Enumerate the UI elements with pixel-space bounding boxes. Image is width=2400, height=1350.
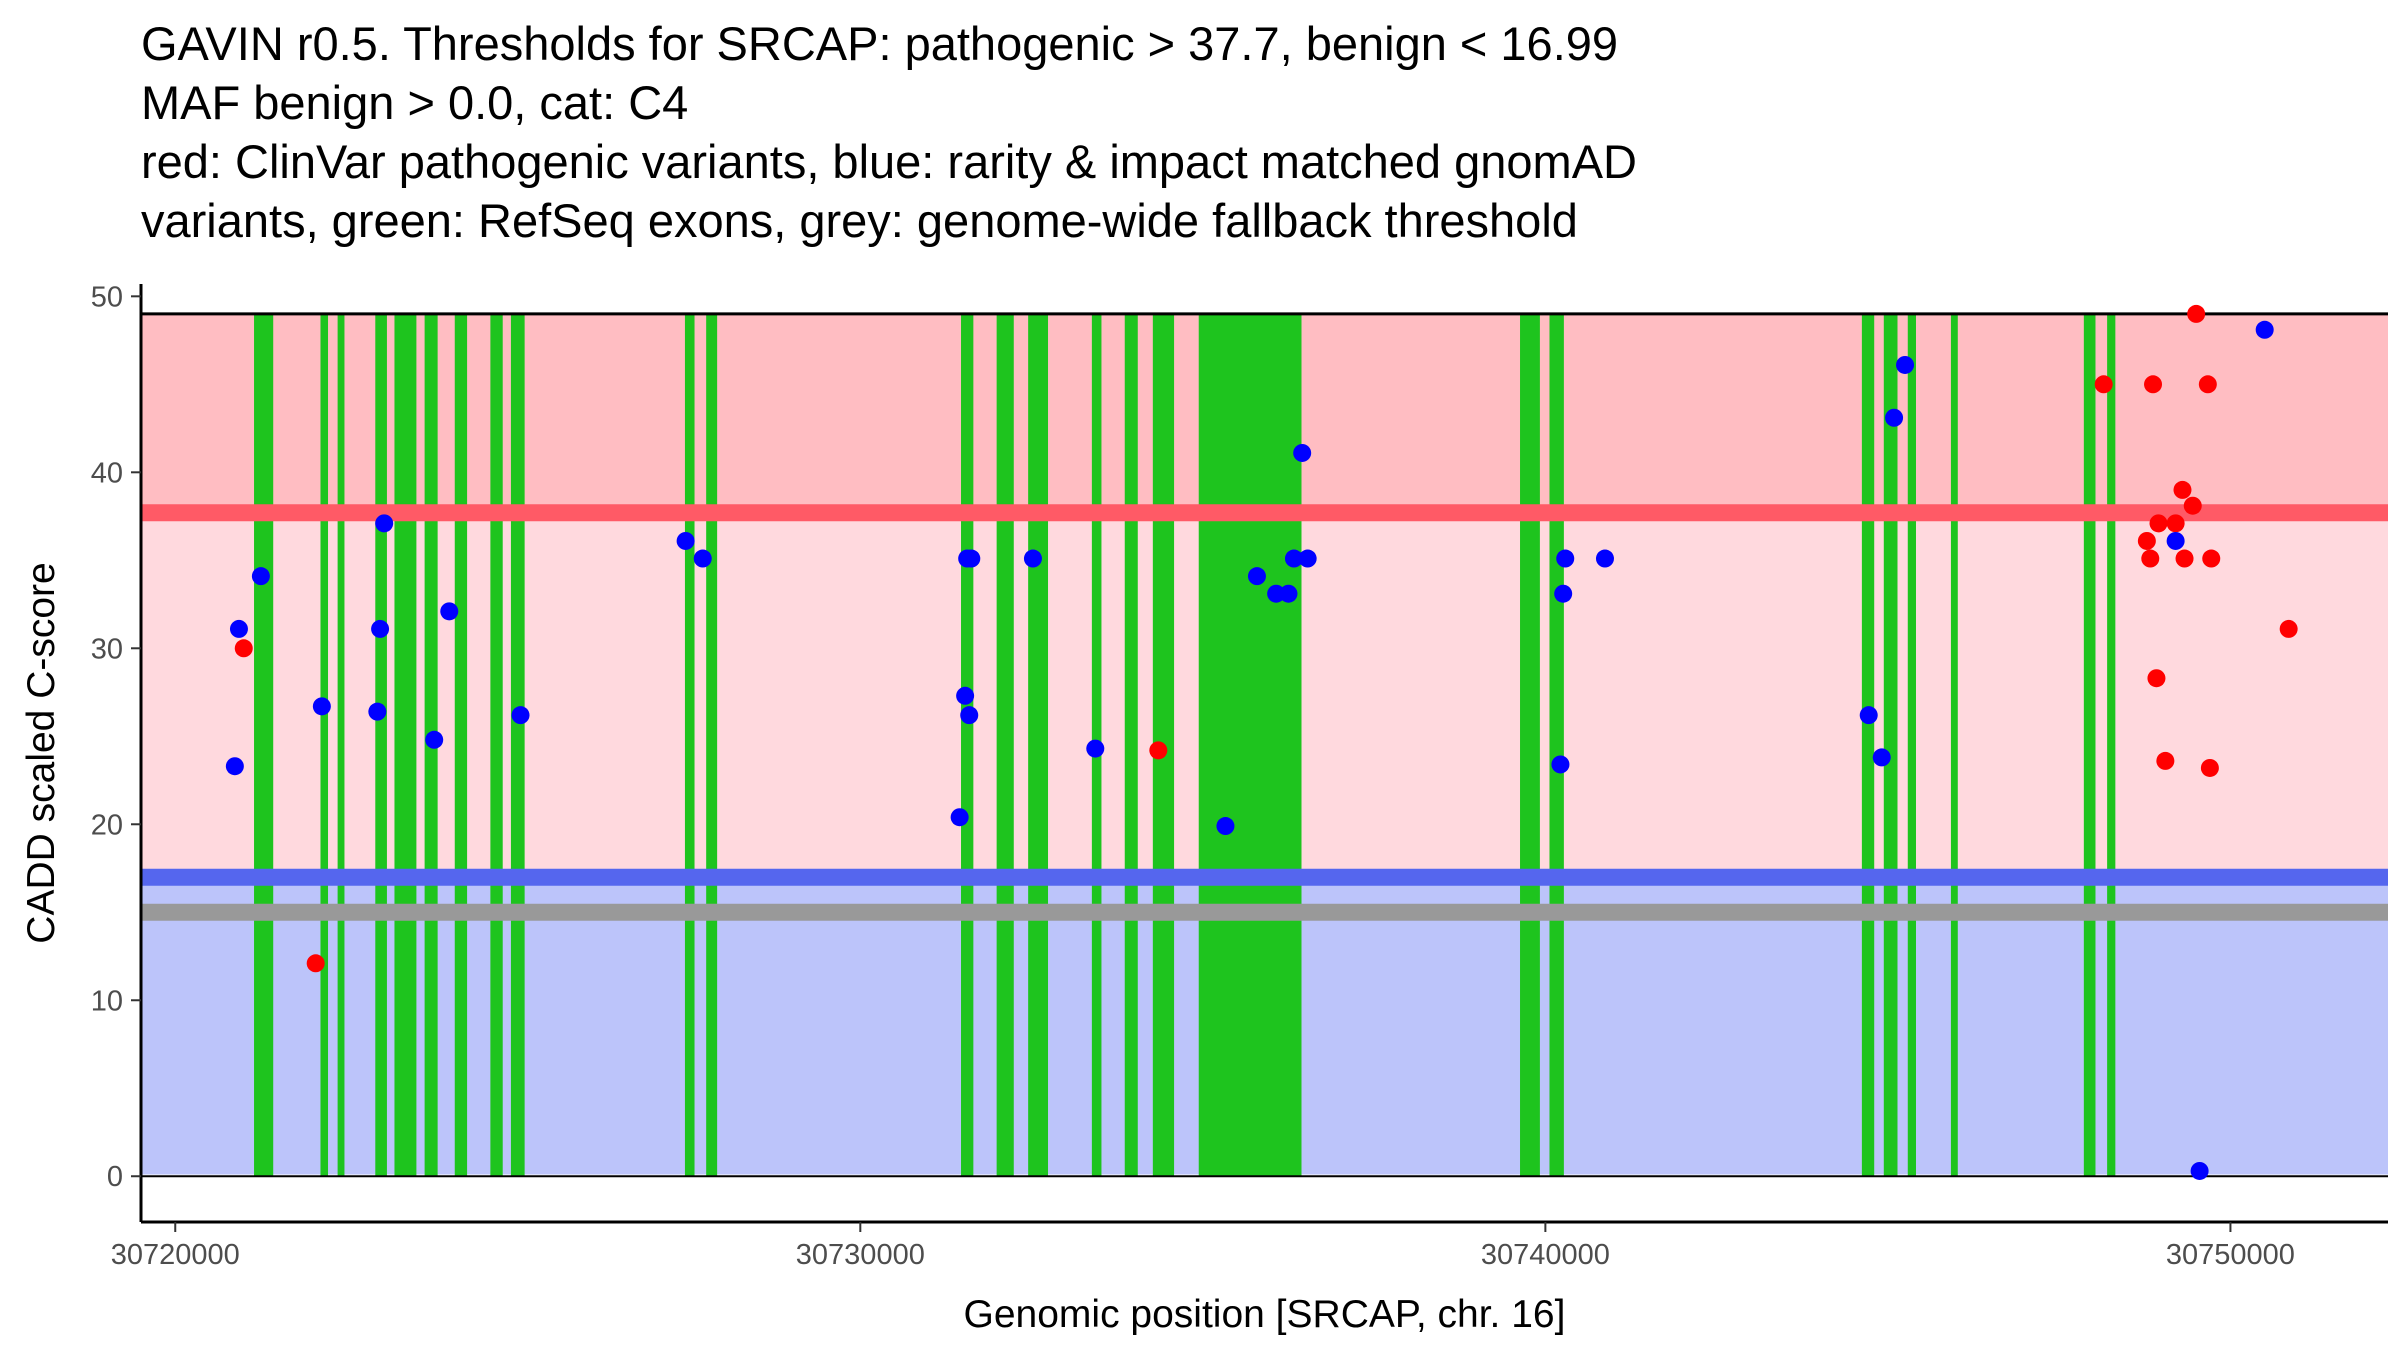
gnomad-point xyxy=(962,549,981,568)
exon-bar xyxy=(1549,313,1564,1177)
title-line-3: red: ClinVar pathogenic variants, blue: … xyxy=(141,135,1637,188)
gnomad-point xyxy=(440,602,459,621)
exon-bar xyxy=(454,313,468,1177)
exon-bar xyxy=(320,313,329,1177)
exon-bar xyxy=(1124,313,1138,1177)
title-line-2: MAF benign > 0.0, cat: C4 xyxy=(141,76,689,129)
pathogenic-point xyxy=(2147,669,2166,688)
exon-bar xyxy=(254,313,274,1177)
y-tick-label: 0 xyxy=(107,1161,123,1193)
exon-bar xyxy=(1907,313,1916,1177)
pathogenic-point xyxy=(234,639,253,658)
pathogenic-point xyxy=(2173,480,2192,499)
pathogenic-point xyxy=(2279,619,2298,638)
pathogenic-point xyxy=(2094,375,2113,394)
pathogenic-point xyxy=(2166,514,2185,533)
exon-bar xyxy=(961,313,974,1177)
x-tick-label: 30730000 xyxy=(796,1239,925,1271)
gnomad-point xyxy=(2166,531,2185,550)
gnomad-point xyxy=(1247,567,1266,586)
gnomad-point xyxy=(425,730,444,749)
gnomad-point xyxy=(960,706,979,725)
pathogenic-point xyxy=(306,954,325,973)
exon-bar xyxy=(1883,313,1898,1177)
pathogenic-point xyxy=(2137,531,2156,550)
gnomad-point xyxy=(1896,355,1915,374)
gnomad-point xyxy=(950,808,969,827)
gnomad-point xyxy=(1595,549,1614,568)
gnomad-point xyxy=(1872,748,1891,767)
gnomad-point xyxy=(1298,549,1317,568)
gnomad-point xyxy=(371,619,390,638)
gnomad-point xyxy=(1284,549,1303,568)
gnomad-point xyxy=(375,514,394,533)
exon-bar xyxy=(375,313,387,1177)
gnomad-point xyxy=(1267,584,1286,603)
pathogenic-point xyxy=(1149,741,1168,760)
gnomad-point xyxy=(2190,1161,2209,1180)
title-line-1: GAVIN r0.5. Thresholds for SRCAP: pathog… xyxy=(141,17,1619,70)
exon-bar xyxy=(1950,313,1958,1177)
gnomad-point xyxy=(2255,320,2274,339)
exon-bar xyxy=(1520,313,1540,1177)
gnomad-point xyxy=(676,531,695,550)
y-tick-label: 30 xyxy=(91,633,123,665)
x-tick-label: 30740000 xyxy=(1481,1239,1610,1271)
title-line-4: variants, green: RefSeq exons, grey: gen… xyxy=(141,194,1578,247)
axes: 0 10 20 30 40 50 30720000 30730000 30740000 30750… xyxy=(91,281,2388,1271)
gnomad-point xyxy=(1556,549,1575,568)
gnomad-point xyxy=(1293,443,1312,462)
y-tick-label: 40 xyxy=(91,457,123,489)
pathogenic-point xyxy=(2141,549,2160,568)
gnomad-point xyxy=(251,567,270,586)
exon-bar xyxy=(2083,313,2096,1177)
pathogenic-point xyxy=(2144,375,2163,394)
x-tick-label: 30750000 xyxy=(2166,1239,2295,1271)
exon-bar xyxy=(996,313,1014,1177)
data-points xyxy=(225,304,2298,1180)
y-tick-label: 50 xyxy=(91,281,123,313)
gnomad-point xyxy=(229,619,248,638)
exon-bar xyxy=(337,313,345,1177)
exon-bar xyxy=(394,313,417,1177)
exon-bar xyxy=(2107,313,2116,1177)
gnomad-point xyxy=(511,706,530,725)
gnomad-point xyxy=(312,697,331,716)
y-tick-label: 20 xyxy=(91,809,123,841)
pathogenic-point xyxy=(2187,304,2206,323)
pathogenic-point xyxy=(2198,375,2217,394)
gnomad-point xyxy=(1885,408,1904,427)
threshold-lines xyxy=(141,312,2388,1178)
exon-bar xyxy=(510,313,525,1177)
pathogenic-point xyxy=(2175,549,2194,568)
x-axis-title: Genomic position [SRCAP, chr. 16] xyxy=(964,1293,1566,1336)
x-tick-label: 30720000 xyxy=(111,1239,240,1271)
exon-bar xyxy=(490,313,503,1177)
gnomad-point xyxy=(693,549,712,568)
gnomad-point xyxy=(956,686,975,705)
pathogenic-point xyxy=(2183,496,2202,515)
gnomad-point xyxy=(1554,584,1573,603)
gnomad-point xyxy=(1279,584,1298,603)
exon-bar xyxy=(1028,313,1049,1177)
gnomad-point xyxy=(1551,755,1570,774)
gnomad-point xyxy=(1859,706,1878,725)
pathogenic-point xyxy=(2202,549,2221,568)
exon-bar xyxy=(706,313,718,1177)
gnomad-point xyxy=(368,702,387,721)
chart-title: GAVIN r0.5. Thresholds for SRCAP: pathog… xyxy=(141,14,2341,250)
gnomad-point xyxy=(1086,739,1105,758)
y-axis-title: CADD scaled C-score xyxy=(20,562,63,943)
gnomad-point xyxy=(1216,817,1235,836)
gnomad-point xyxy=(225,757,244,776)
exon-bar xyxy=(1861,313,1875,1177)
gnomad-point xyxy=(1023,549,1042,568)
pathogenic-point xyxy=(2149,514,2168,533)
exon-bar xyxy=(1198,313,1302,1177)
pathogenic-point xyxy=(2200,758,2219,777)
exon-bar xyxy=(684,313,695,1177)
pathogenic-point xyxy=(2156,751,2175,770)
y-tick-label: 10 xyxy=(91,985,123,1017)
